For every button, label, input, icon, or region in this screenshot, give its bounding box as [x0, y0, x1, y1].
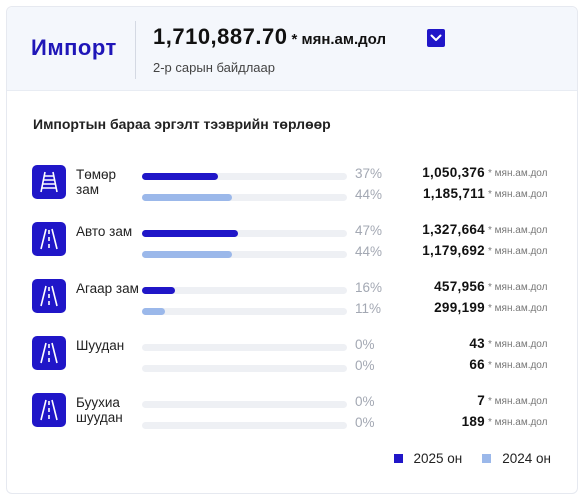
legend-swatch-2025 — [393, 454, 403, 463]
page-title: Импорт — [31, 35, 117, 60]
legend-label-2025: 2025 он — [413, 451, 463, 466]
legend-swatch-2024 — [482, 454, 492, 463]
transport-icon-box — [32, 165, 66, 199]
value-2025: 7 — [477, 393, 485, 408]
bar-track-2025 — [142, 173, 347, 180]
road-icon — [40, 285, 58, 307]
pct-2025: 0% — [355, 337, 375, 352]
legend-item-2025: 2025 он — [393, 451, 463, 466]
pct-2025: 37% — [355, 166, 383, 181]
bar-track-2025 — [142, 401, 347, 408]
pct-2025: 16% — [355, 280, 383, 295]
bar-track-2025 — [142, 287, 347, 294]
chevron-down-icon — [430, 34, 442, 41]
bar-2025 — [142, 287, 175, 294]
import-card: Импорт 1,710,887.70 * мян.ам.дол 2-р сары… — [6, 6, 578, 494]
value-2025: 1,327,664 — [422, 222, 485, 237]
unit-2024: * мян.ам.дол — [488, 360, 548, 371]
bar-track-2024 — [142, 422, 347, 429]
bar-2025 — [142, 173, 218, 180]
bar-track-2025 — [142, 344, 347, 351]
bar-track-2024 — [142, 365, 347, 372]
bar-track-2024 — [142, 194, 347, 201]
transport-row: Шуудан 0% 43 * мян.ам.дол 0% 66 * мян.ам.дол — [7, 336, 577, 392]
total-import: 1,710,887.70 * мян.ам.дол — [153, 24, 386, 50]
legend-item-2024: 2024 он — [482, 451, 551, 466]
pct-2024: 11% — [355, 301, 382, 316]
legend-label-2024: 2024 он — [502, 451, 551, 466]
value-2025: 43 — [469, 336, 485, 351]
transport-row: Буухиа шуудан 0% 7 * мян.ам.дол 0% 189 * мян.а… — [7, 393, 577, 449]
unit-2024: * мян.ам.дол — [488, 189, 548, 200]
bar-track-2024 — [142, 308, 347, 315]
bar-2025 — [142, 230, 239, 237]
bar-2024 — [142, 308, 165, 315]
transport-icon-box — [32, 336, 66, 370]
bar-track-2025 — [142, 230, 347, 237]
unit-2024: * мян.ам.дол — [488, 246, 548, 257]
unit-2025: * мян.ам.дол — [488, 225, 548, 236]
transport-label: Буухиа шуудан — [76, 395, 123, 425]
legend: 2025 он 2024 он — [374, 451, 551, 466]
header-divider — [135, 21, 136, 79]
value-2024: 1,179,692 — [422, 243, 485, 258]
transport-label: Шуудан — [76, 338, 125, 353]
road-icon — [40, 342, 58, 364]
value-2024: 1,185,711 — [422, 186, 485, 201]
transport-row: Төмөр зам 37% 1,050,376 * мян.ам.дол 44% 1,18… — [7, 165, 577, 221]
unit-2025: * мян.ам.дол — [488, 168, 548, 179]
unit-2025: * мян.ам.дол — [488, 282, 548, 293]
value-2024: 189 — [461, 414, 485, 429]
period-dropdown-button[interactable] — [427, 29, 445, 47]
transport-icon-box — [32, 222, 66, 256]
bar-2024 — [142, 251, 233, 258]
bar-2024 — [142, 194, 233, 201]
railway-icon — [40, 171, 58, 193]
card-header: Импорт 1,710,887.70 * мян.ам.дол 2-р сары… — [7, 7, 577, 91]
unit-2025: * мян.ам.дол — [488, 339, 548, 350]
transport-label: Агаар зам — [76, 281, 139, 296]
value-2025: 457,956 — [434, 279, 485, 294]
transport-icon-box — [32, 393, 66, 427]
value-2024: 66 — [469, 357, 485, 372]
road-icon — [40, 228, 58, 250]
value-2024: 299,199 — [434, 300, 485, 315]
transport-label: Авто зам — [76, 224, 133, 239]
transport-label: Төмөр зам — [76, 167, 117, 197]
pct-2024: 44% — [355, 187, 383, 202]
transport-icon-box — [32, 279, 66, 313]
pct-2025: 0% — [355, 394, 375, 409]
pct-2025: 47% — [355, 223, 383, 238]
transport-row: Авто зам 47% 1,327,664 * мян.ам.дол 44% 1,179… — [7, 222, 577, 278]
unit-2025: * мян.ам.дол — [488, 396, 548, 407]
pct-2024: 44% — [355, 244, 383, 259]
pct-2024: 0% — [355, 415, 375, 430]
pct-2024: 0% — [355, 358, 375, 373]
unit-2024: * мян.ам.дол — [488, 303, 548, 314]
date-subtitle: 2-р сарын байдлаар — [153, 60, 275, 75]
section-title: Импортын бараа эргэлт тээврийн төрлөөр — [33, 116, 331, 132]
unit-2024: * мян.ам.дол — [488, 417, 548, 428]
bar-track-2024 — [142, 251, 347, 258]
road-icon — [40, 399, 58, 421]
value-2025: 1,050,376 — [422, 165, 485, 180]
total-value: 1,710,887.70 — [153, 24, 288, 49]
total-unit: * мян.ам.дол — [291, 31, 386, 48]
transport-row: Агаар зам 16% 457,956 * мян.ам.дол 11% 299,19… — [7, 279, 577, 335]
